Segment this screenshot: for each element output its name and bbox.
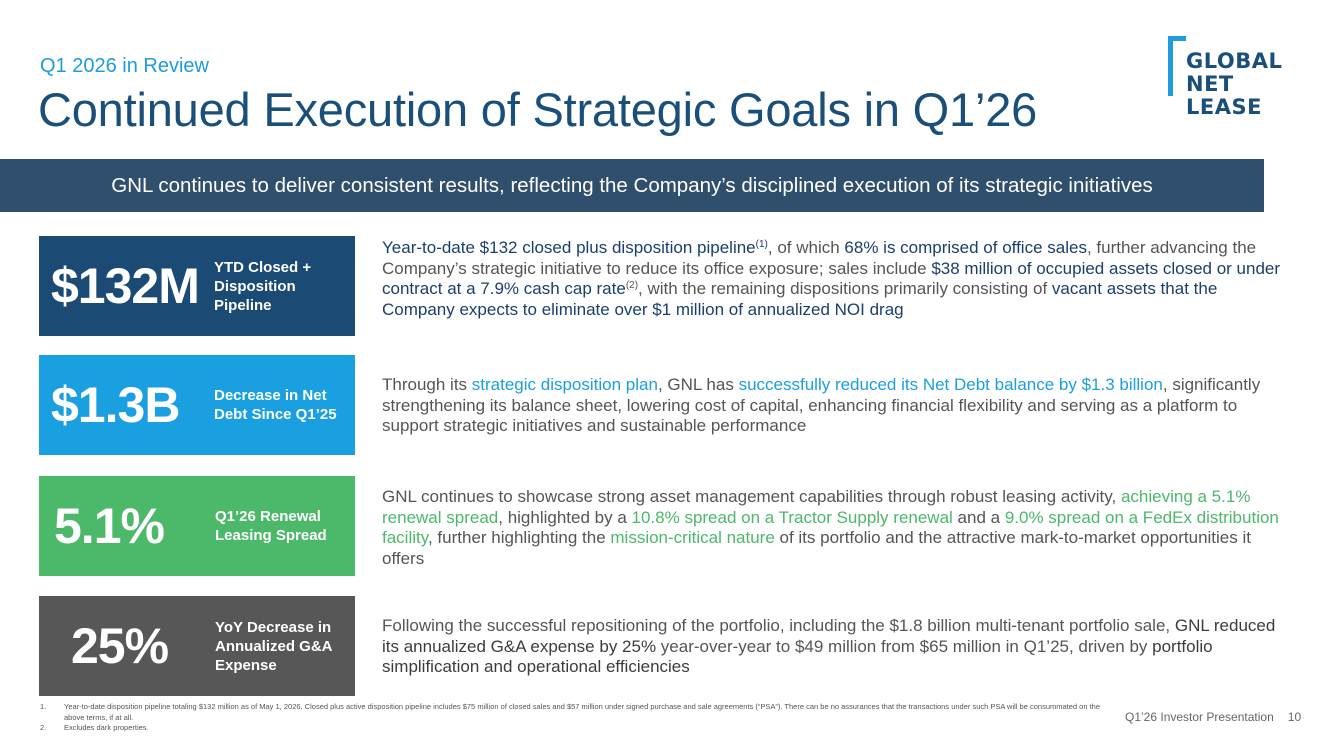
description-segment: mission-critical nature	[610, 528, 775, 547]
description-segment: , with the remaining dispositions primar…	[638, 279, 1052, 298]
logo-bracket-top	[1168, 36, 1186, 41]
description-segment: 9.0% spread on a FedEx distribution faci…	[382, 507, 1279, 548]
highlight-label: Q1’26 Renewal Leasing Spread	[215, 508, 327, 544]
description-segment: vacant assets that the Company expects t…	[382, 279, 1218, 319]
description-segment: , GNL has	[657, 375, 739, 394]
highlight-box-renewal: 5.1% Q1’26 Renewal Leasing Spread	[39, 476, 355, 576]
summary-banner-text: GNL continues to deliver consistent resu…	[111, 173, 1153, 197]
highlight-value: $1.3B	[51, 377, 180, 433]
description-segment: Following the successful repositioning o…	[382, 616, 1175, 635]
description-segment: , further advancing the Company’s strate…	[382, 238, 1257, 278]
description-segment: , of which	[767, 238, 845, 257]
footnote: 1. Year-to-date disposition pipeline tot…	[40, 702, 1120, 723]
presentation-name: Q1’26 Investor Presentation	[1125, 710, 1274, 724]
highlight-value: 25%	[71, 618, 169, 674]
logo-word-1: GLOBAL	[1186, 49, 1283, 73]
highlight-label: YoY Decrease in Annualized G&A Expense	[215, 618, 332, 674]
footnote-ref: (1)	[755, 239, 768, 250]
description-segment: portfolio simplification and operational…	[382, 636, 1213, 677]
description-segment: 68% is comprised of office sales	[844, 238, 1087, 257]
description-segment: , highlighted by a	[498, 507, 632, 527]
description-segment: achieving a 5.1% renewal spread	[382, 487, 1251, 527]
footnote-text: Year-to-date disposition pipeline totali…	[64, 702, 1101, 722]
description-segment: and a	[952, 507, 1005, 527]
page-number: 10	[1287, 710, 1302, 724]
description-segment: strategic disposition plan	[471, 375, 658, 394]
section-eyebrow: Q1 2026 in Review	[40, 55, 209, 77]
description-segment: GNL reduced its annualized G&A expense b…	[382, 616, 1276, 656]
description-segment: successfully reduced its Net Debt balanc…	[738, 375, 1163, 394]
footnote-ref: (2)	[625, 280, 639, 291]
company-logo: GLOBAL NET LEASE	[1168, 36, 1298, 126]
footnotes: 1. Year-to-date disposition pipeline tot…	[40, 702, 1120, 734]
highlight-description-dispositions: Year-to-date $132 closed plus dispositio…	[382, 238, 1287, 320]
footnote-number: 1.	[40, 702, 47, 711]
logo-bracket	[1168, 36, 1173, 96]
footnote-text: Excludes dark properties.	[64, 723, 149, 732]
highlight-box-ga-expense: 25% YoY Decrease in Annualized G&A Expen…	[39, 596, 355, 696]
description-segment: 10.8% spread on a Tractor Supply renewal	[631, 507, 953, 527]
footnote-number: 2.	[40, 723, 47, 732]
description-segment: GNL continues to showcase strong asset m…	[382, 487, 1121, 506]
highlight-box-dispositions: $132M YTD Closed + Disposition Pipeline	[39, 236, 355, 336]
highlight-value: 5.1%	[54, 498, 165, 554]
highlight-box-net-debt: $1.3B Decrease in Net Debt Since Q1’25	[39, 355, 355, 455]
highlight-description-ga-expense: Following the successful repositioning o…	[382, 616, 1287, 678]
footnote: 2. Excludes dark properties.	[40, 723, 1120, 734]
summary-banner: GNL continues to deliver consistent resu…	[0, 159, 1264, 212]
highlight-description-net-debt: Through its strategic disposition plan, …	[382, 375, 1287, 437]
description-segment: year-over-year to $49 million from $65 m…	[656, 636, 1153, 656]
logo-word-2: NET	[1186, 72, 1234, 96]
highlight-value: $132M	[51, 258, 200, 314]
logo-word-3: LEASE	[1186, 95, 1262, 119]
highlight-label: Decrease in Net Debt Since Q1’25	[214, 387, 337, 423]
page-footer: Q1’26 Investor Presentation 10	[1125, 710, 1301, 724]
highlight-label: YTD Closed + Disposition Pipeline	[214, 258, 312, 314]
description-segment: , significantly strengthening its balanc…	[382, 375, 1261, 435]
description-segment: Through its	[382, 375, 472, 394]
description-segment: $38 million of occupied assets closed or…	[382, 258, 1281, 299]
description-segment: of its portfolio and the attractive mark…	[382, 528, 1251, 568]
description-segment: Year-to-date $132 closed plus dispositio…	[382, 238, 756, 257]
description-segment: , further highlighting the	[427, 528, 611, 547]
page-title: Continued Execution of Strategic Goals i…	[38, 83, 1038, 136]
highlight-description-renewal: GNL continues to showcase strong asset m…	[382, 487, 1287, 569]
